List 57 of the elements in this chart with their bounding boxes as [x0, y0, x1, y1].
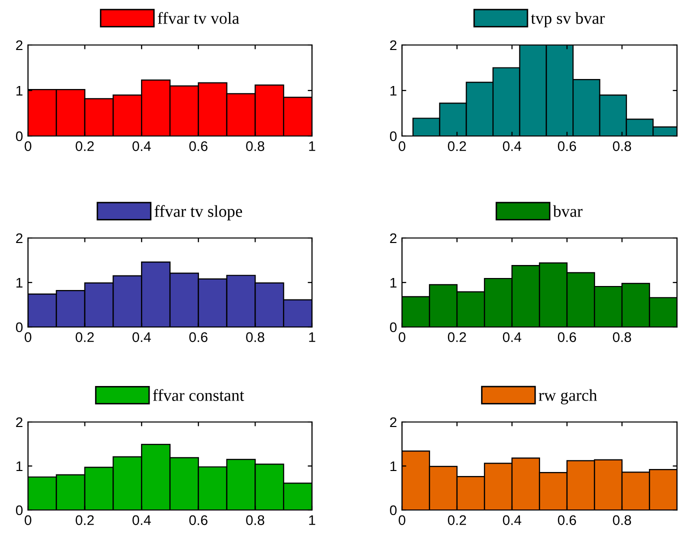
legend-label: bvar: [553, 205, 582, 217]
y-tick-label: 2: [390, 233, 396, 244]
x-tick-label: 0.2: [76, 515, 94, 526]
x-tick-label: 0.6: [558, 332, 576, 342]
x-tick-label: 0: [398, 332, 406, 342]
x-tick-label: 0.2: [76, 332, 94, 342]
x-tick-label: 0.6: [189, 332, 208, 342]
legend-label: tvp sv bvar: [530, 12, 605, 28]
legend-label: ffvar constant: [152, 389, 244, 401]
x-tick-label: 0.8: [246, 515, 264, 526]
y-tick-label: 0: [390, 505, 397, 516]
x-tick-label: 0.4: [132, 515, 151, 526]
y-tick-label: 1: [390, 86, 396, 96]
x-tick-label: 0.8: [612, 141, 632, 152]
y-tick-label: 2: [16, 40, 22, 50]
y-tick-label: 1: [16, 278, 22, 288]
x-tick-label: 0.6: [558, 515, 576, 526]
x-tick-label: 0.2: [76, 141, 94, 152]
x-tick-label: 0.6: [189, 515, 208, 526]
x-tick-label: 0.6: [558, 141, 576, 152]
x-tick-label: 0: [398, 141, 406, 152]
x-tick-label: 0.2: [448, 141, 466, 152]
legend-label: ffvar tv slope: [154, 205, 242, 220]
y-tick-label: 0: [16, 131, 23, 142]
y-tick-label: 2: [390, 417, 396, 428]
x-tick-label: 0.4: [132, 332, 151, 342]
x-tick-label: 0.4: [502, 332, 522, 342]
x-tick-label: 0.4: [502, 141, 522, 152]
y-tick-label: 0: [390, 131, 397, 142]
y-tick-label: 1: [16, 461, 22, 472]
x-tick-label: 0.8: [612, 332, 632, 342]
x-tick-label: 0.4: [132, 141, 151, 152]
x-tick-label: 0: [24, 141, 32, 152]
y-tick-label: 1: [390, 278, 396, 288]
x-tick-label: 0.2: [448, 515, 466, 526]
x-tick-label: 1: [309, 332, 316, 342]
y-tick-label: 1: [16, 86, 22, 96]
x-tick-label: 1: [309, 141, 316, 151]
y-tick-label: 0: [16, 322, 23, 332]
x-tick-label: 0.8: [612, 515, 632, 526]
x-tick-label: 0.8: [246, 332, 264, 342]
x-tick-label: 0.6: [189, 141, 208, 152]
legend-label: ffvar tv vola: [158, 12, 240, 24]
legend-label: rw garch: [538, 389, 597, 404]
x-tick-label: 0: [24, 515, 32, 526]
x-tick-label: 0: [24, 332, 32, 342]
y-tick-label: 0: [390, 322, 397, 332]
x-tick-label: 0.8: [246, 141, 264, 152]
x-tick-label: 0.4: [502, 515, 522, 526]
y-tick-label: 1: [390, 461, 396, 472]
y-tick-label: 0: [16, 505, 23, 516]
y-tick-label: 2: [390, 40, 396, 50]
x-tick-label: 0: [398, 515, 406, 526]
y-tick-label: 2: [16, 417, 22, 428]
x-tick-label: 0.2: [448, 332, 466, 342]
x-tick-label: 1: [309, 515, 316, 525]
y-tick-label: 2: [16, 233, 22, 244]
